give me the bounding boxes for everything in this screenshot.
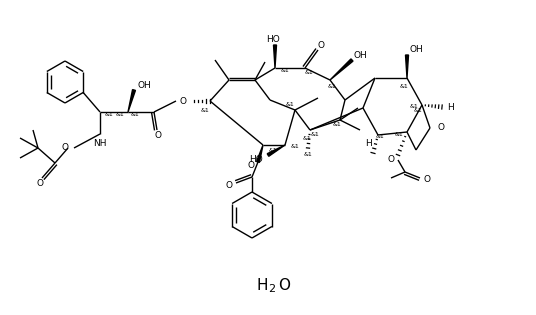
Text: O: O (317, 41, 324, 49)
Text: HO: HO (266, 35, 280, 43)
Text: &1: &1 (105, 112, 114, 117)
Text: &1: &1 (311, 133, 319, 138)
Polygon shape (128, 89, 136, 112)
Text: &1: &1 (131, 112, 140, 117)
Text: &1: &1 (376, 135, 384, 140)
Text: OH: OH (354, 50, 368, 60)
Text: O: O (180, 96, 187, 106)
Text: OH: OH (138, 81, 152, 89)
Text: &1: &1 (115, 112, 124, 117)
Text: &1: &1 (327, 83, 337, 89)
Polygon shape (273, 45, 277, 68)
Text: O: O (278, 278, 290, 293)
Polygon shape (257, 145, 263, 163)
Text: O: O (424, 175, 431, 185)
Text: HO: HO (249, 156, 263, 164)
Text: &1: &1 (303, 135, 311, 140)
Text: &1: &1 (410, 105, 419, 110)
Text: &1: &1 (394, 131, 404, 136)
Text: H: H (364, 139, 371, 147)
Text: OH: OH (409, 44, 423, 54)
Text: O: O (388, 156, 395, 164)
Text: &1: &1 (414, 107, 422, 112)
Text: &1: &1 (281, 68, 290, 73)
Text: O: O (36, 179, 43, 187)
Text: O: O (62, 144, 69, 152)
Text: O: O (154, 131, 161, 140)
Text: O: O (225, 180, 232, 190)
Text: &1: &1 (269, 147, 278, 152)
Polygon shape (406, 55, 408, 78)
Text: &1: &1 (333, 123, 341, 128)
Text: &1: &1 (291, 145, 300, 150)
Polygon shape (267, 145, 285, 156)
Text: &1: &1 (303, 152, 312, 157)
Text: H: H (447, 102, 454, 112)
Text: &1: &1 (200, 108, 210, 113)
Polygon shape (330, 59, 353, 80)
Text: &1: &1 (286, 102, 294, 107)
Text: &1: &1 (304, 71, 314, 76)
Text: NH: NH (93, 139, 107, 148)
Text: O: O (437, 123, 444, 133)
Text: 2: 2 (269, 284, 276, 294)
Text: &1: &1 (400, 83, 408, 89)
Text: H: H (257, 278, 268, 293)
Text: O: O (247, 161, 254, 169)
